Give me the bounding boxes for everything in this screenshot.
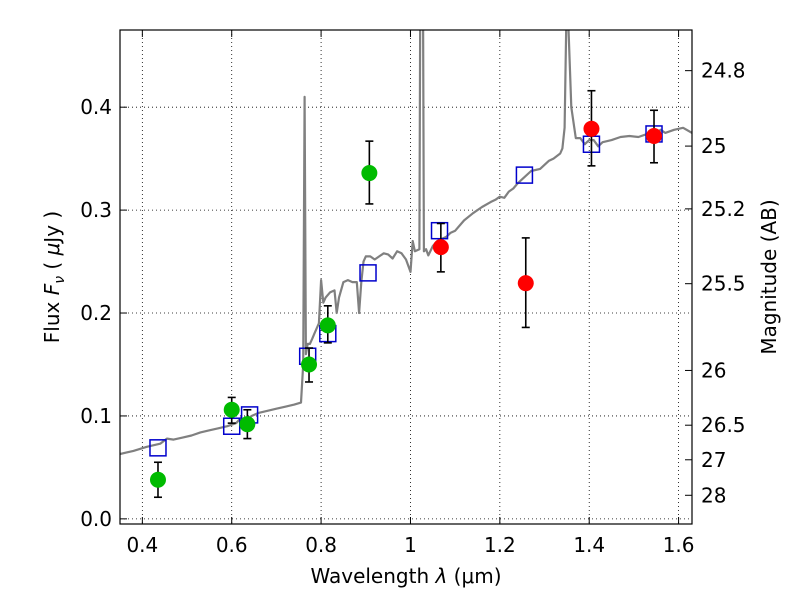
y2-tick-label: 28 [701, 483, 726, 507]
observed-nir-point [646, 128, 663, 145]
x-axis-label: Wavelength λ (μm) [310, 564, 501, 588]
y2-tick-label: 25.2 [701, 197, 746, 221]
y-tick-label: 0.2 [80, 301, 112, 325]
y-axis-label: Flux Fν ( μJy ) [40, 211, 68, 343]
observed-optical-point [149, 471, 166, 488]
x-tick-label: 0.4 [126, 533, 158, 557]
x-tick-label: 1.6 [663, 533, 695, 557]
y-tick-label: 0.1 [80, 404, 112, 428]
y-tick-label: 0.4 [80, 95, 112, 119]
x-tick-label: 1.4 [573, 533, 605, 557]
observed-optical-point [361, 165, 378, 182]
observed-nir-point [517, 275, 534, 292]
observed-optical-point [239, 416, 256, 433]
grid-lines [120, 30, 692, 524]
model-photometry-square [149, 439, 167, 457]
ticks-layer: 0.4 0.6 0.8 1 1.2 1.4 1.6 0.0 0.1 0.2 0.3 0.4 24.8 25… [80, 30, 746, 557]
observed-nir-point [432, 239, 449, 256]
y2-tick-label: 26 [701, 358, 726, 382]
observed-optical-point [319, 317, 336, 334]
x-tick-label: 0.8 [305, 533, 337, 557]
y2-tick-label: 25 [701, 134, 726, 158]
x-tick-label: 1.2 [484, 533, 516, 557]
plot-frame [119, 29, 693, 525]
x-tick-label: 1 [404, 533, 417, 557]
data-points-layer [149, 89, 663, 499]
observed-optical-point [223, 401, 240, 418]
y-tick-label: 0.0 [80, 507, 112, 531]
y2-tick-label: 26.5 [701, 413, 746, 437]
observed-nir-point [583, 120, 600, 137]
x-tick-label: 0.6 [216, 533, 248, 557]
model-sed-line [120, 30, 692, 456]
y2-axis-label: Magnitude (AB) [757, 199, 781, 354]
model-photometry-square [359, 264, 377, 282]
y2-tick-label: 27 [701, 448, 726, 472]
model-sed-layer [120, 30, 692, 456]
y2-tick-label: 24.8 [701, 59, 746, 83]
observed-optical-point [301, 356, 318, 373]
model-photometry-square [515, 166, 534, 184]
y2-tick-label: 25.5 [701, 272, 746, 296]
y-tick-label: 0.3 [80, 198, 112, 222]
